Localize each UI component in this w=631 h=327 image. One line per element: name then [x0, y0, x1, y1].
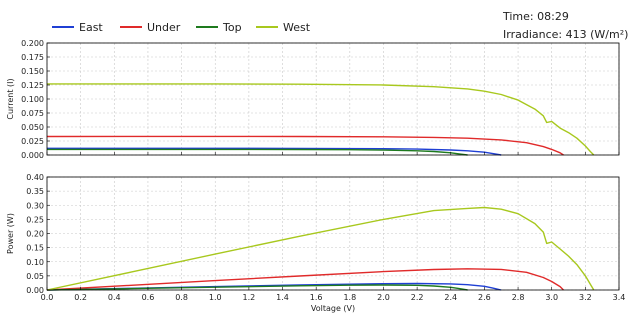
series-line-top [46, 284, 468, 291]
x-tick-label: 0.0 [41, 293, 54, 302]
x-tick-label: 2.0 [377, 293, 390, 302]
series-line-under [46, 268, 564, 291]
x-tick-label: 0.6 [142, 293, 155, 302]
series-line-west [46, 206, 595, 291]
y-tick-label: 0.30 [26, 201, 44, 210]
y-tick-label: 0.15 [26, 244, 44, 253]
y-tick-label: 0.050 [21, 123, 44, 132]
x-tick-label: 2.6 [478, 293, 491, 302]
legend-label-east: East [79, 21, 103, 34]
y-tick-label: 0.075 [21, 109, 44, 118]
irradiance-value: Irradiance: 413 [503, 28, 587, 41]
x-tick-label: 3.0 [545, 293, 558, 302]
x-tick-label: 3.2 [579, 293, 592, 302]
y-axis-label: Power (W) [6, 213, 15, 254]
x-tick-label: 2.8 [512, 293, 525, 302]
x-tick-label: 2.4 [444, 293, 457, 302]
y-tick-label: 0.150 [21, 67, 44, 76]
y-axis-label: Current (I) [6, 78, 15, 119]
y-tick-label: 0.200 [21, 39, 44, 48]
y-tick-label: 0.025 [21, 137, 44, 146]
irradiance-readout: Irradiance: 413 (W/m²) [503, 28, 628, 41]
y-tick-label: 0.125 [21, 81, 44, 90]
y-tick-label: 0.35 [26, 187, 44, 196]
irradiance-unit: (W/m²) [590, 28, 629, 41]
x-tick-label: 1.8 [343, 293, 356, 302]
x-tick-label: 3.4 [613, 293, 626, 302]
legend-label-west: West [283, 21, 311, 34]
y-tick-label: 0.05 [26, 272, 44, 281]
x-tick-label: 0.8 [175, 293, 188, 302]
y-tick-label: 0.00 [26, 286, 44, 295]
x-axis-label: Voltage (V) [311, 304, 355, 313]
legend-label-top: Top [222, 21, 242, 34]
series-line-under [46, 135, 564, 156]
series-line-west [47, 83, 595, 156]
y-tick-label: 0.20 [26, 230, 44, 239]
y-tick-label: 0.175 [21, 53, 44, 62]
x-tick-label: 1.2 [243, 293, 256, 302]
time-readout: Time: 08:29 [503, 10, 569, 23]
legend: East Under Top West [52, 21, 311, 34]
y-tick-label: 0.40 [26, 173, 44, 182]
x-tick-label: 0.2 [74, 293, 87, 302]
power-panel: 0.00 0.05 0.10 0.15 0.20 0.25 0.30 0.35 0.40 0.0 0… [6, 173, 625, 313]
series-line-top [47, 148, 468, 156]
legend-label-under: Under [147, 21, 181, 34]
x-tick-label: 2.2 [411, 293, 424, 302]
x-tick-label: 1.4 [276, 293, 289, 302]
x-tick-label: 0.4 [108, 293, 121, 302]
y-tick-label: 0.100 [21, 95, 44, 104]
y-tick-label: 0.000 [21, 151, 44, 160]
y-tick-label: 0.10 [26, 258, 44, 267]
x-tick-label: 1.6 [310, 293, 323, 302]
x-tick-label: 1.0 [209, 293, 222, 302]
current-panel: 0.000 0.025 0.050 0.075 0.100 0.125 0.150 0.175… [6, 39, 620, 160]
series-line-east [47, 147, 502, 156]
y-tick-label: 0.25 [26, 215, 44, 224]
